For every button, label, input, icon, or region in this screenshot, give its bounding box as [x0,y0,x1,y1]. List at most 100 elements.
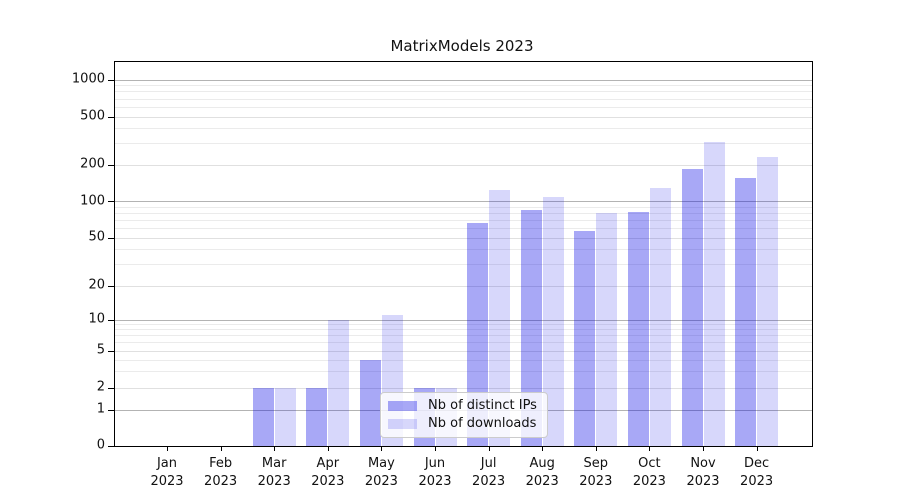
legend-swatch-ips [388,400,417,411]
x-tick-mark-8 [542,447,544,451]
legend: Nb of distinct IPs Nb of downloads [380,392,548,438]
gridline-6 [115,342,812,344]
x-tick-mark-9 [595,447,597,451]
y-tick-label-2: 2 [96,379,105,395]
y-tick-label-1: 1 [96,401,105,417]
x-tick-mark-6 [435,447,436,451]
gridline-700 [115,98,812,100]
x-tick-label-nov-2023: Nov 2023 [686,456,720,489]
x-tick-label-may-2023: May 2023 [364,456,398,489]
y-tick-label-0: 0 [96,437,105,453]
bar-downloads-mar [274,388,296,446]
gridline-200 [115,164,812,166]
y-tick-label-50: 50 [88,229,105,245]
gridline-10 [115,319,812,321]
legend-label-ips: Nb of distinct IPs [428,398,537,413]
x-tick-label-mar-2023: Mar 2023 [257,456,291,489]
y-tick-label-1000: 1000 [71,71,105,87]
y-tick-mark-1 [108,409,114,411]
x-tick-label-jan-2023: Jan 2023 [150,456,184,489]
gridline-8 [115,329,812,331]
gridline-40 [115,249,812,251]
x-tick-label-sep-2023: Sep 2023 [579,456,613,489]
x-tick-label-jul-2023: Jul 2023 [472,456,506,489]
gridline-70 [115,219,812,221]
y-tick-mark-5 [108,350,114,352]
x-tick-label-jun-2023: Jun 2023 [418,456,452,489]
gridline-3 [115,371,812,373]
x-tick-mark-2 [220,447,222,451]
x-tick-mark-1 [167,447,168,451]
x-tick-mark-3 [274,447,276,451]
y-tick-mark-2 [108,387,114,389]
gridline-4 [115,359,812,361]
y-tick-mark-1000 [108,79,114,81]
legend-label-downloads: Nb of downloads [428,416,537,431]
bar-distinct-ips-aug [520,210,542,446]
x-tick-mark-10 [649,447,651,451]
bar-distinct-ips-jul [467,222,489,446]
gridline-30 [115,264,812,266]
gridline-5 [115,350,812,352]
gridline-100 [115,201,812,202]
gridline-20 [115,285,812,287]
gridline-80 [115,212,812,214]
bar-downloads-apr [328,320,350,446]
x-tick-mark-4 [327,447,329,451]
x-tick-mark-12 [756,447,758,451]
x-tick-mark-5 [381,447,383,451]
gridline-7 [115,335,812,337]
gridline-50 [115,237,812,239]
bar-distinct-ips-may [359,360,381,446]
y-tick-mark-50 [108,237,114,239]
gridline-900 [115,85,812,87]
bar-downloads-aug [542,197,564,446]
legend-swatch-downloads [388,418,417,429]
bar-distinct-ips-sep [574,231,596,446]
gridline-1000 [115,79,812,81]
bar-distinct-ips-dec [735,178,757,446]
x-tick-label-feb-2023: Feb 2023 [204,456,238,489]
bar-downloads-jul [489,190,511,446]
gridline-90 [115,206,812,208]
bar-downloads-sep [596,213,618,446]
y-tick-mark-0 [108,445,114,447]
bar-downloads-dec [757,156,779,446]
x-tick-label-apr-2023: Apr 2023 [311,456,345,489]
bar-downloads-oct [649,188,671,446]
x-tick-mark-11 [703,447,704,451]
y-tick-mark-20 [108,285,114,287]
y-tick-label-100: 100 [80,193,105,209]
gridline-60 [115,227,812,229]
y-tick-label-200: 200 [80,156,105,172]
gridline-9 [115,324,812,326]
gridline-500 [115,116,812,118]
gridline-800 [115,91,812,93]
y-tick-label-10: 10 [88,311,105,327]
bar-distinct-ips-nov [681,169,703,446]
gridline-2 [115,387,812,389]
gridline-400 [115,128,812,130]
bar-distinct-ips-mar [252,388,274,446]
gridline-300 [115,143,812,145]
y-tick-label-20: 20 [88,277,105,293]
legend-item-downloads: Nb of downloads [388,416,539,431]
y-tick-label-500: 500 [80,108,105,124]
bar-downloads-nov [703,142,725,446]
x-tick-label-dec-2023: Dec 2023 [740,456,774,489]
y-tick-mark-500 [108,116,114,118]
x-tick-mark-7 [488,447,490,451]
legend-item-distinct-ips: Nb of distinct IPs [388,398,539,413]
y-tick-mark-100 [108,201,114,202]
y-tick-mark-200 [108,164,114,166]
chart-title: MatrixModels 2023 [390,37,534,55]
x-tick-label-aug-2023: Aug 2023 [525,456,559,489]
y-tick-mark-10 [108,319,114,321]
plot-area: 0 1 2 5 10 20 50 100 200 500 1000 Jan 2023 Feb 2023 Ma… [72,61,813,489]
y-tick-label-5: 5 [96,342,105,358]
bar-distinct-ips-apr [306,388,328,446]
gridline-600 [115,106,812,108]
x-tick-label-oct-2023: Oct 2023 [632,456,666,489]
bar-distinct-ips-oct [627,211,649,446]
